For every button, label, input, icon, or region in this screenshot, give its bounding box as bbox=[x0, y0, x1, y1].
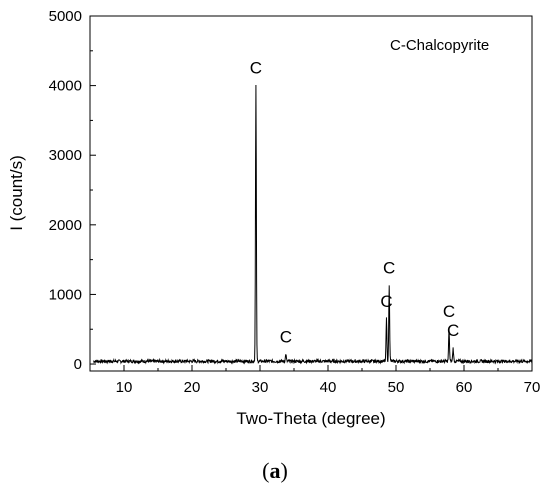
caption-close-paren: ) bbox=[280, 458, 288, 483]
y-tick-label: 4000 bbox=[49, 78, 82, 95]
plot-frame bbox=[89, 15, 533, 372]
figure-caption: (a) bbox=[0, 458, 550, 484]
peak-label: C bbox=[447, 321, 459, 340]
x-axis-title: Two-Theta (degree) bbox=[236, 409, 385, 428]
y-tick-label: 0 bbox=[74, 356, 82, 373]
y-tick-label: 2000 bbox=[49, 217, 82, 234]
y-tick-label: 3000 bbox=[49, 147, 82, 164]
x-tick-label: 60 bbox=[456, 379, 473, 396]
y-axis-title: I (count/s) bbox=[7, 155, 26, 231]
y-tick-label: 1000 bbox=[49, 286, 82, 303]
y-axis-ticks: 0 1000 2000 3000 4000 5000 bbox=[49, 8, 96, 373]
peak-label: C bbox=[443, 302, 455, 321]
peak-label: C bbox=[380, 292, 392, 311]
x-tick-label: 10 bbox=[116, 379, 133, 396]
peak-label: C bbox=[280, 327, 292, 346]
x-tick-label: 50 bbox=[388, 379, 405, 396]
x-tick-label: 30 bbox=[252, 379, 269, 396]
peak-label: C bbox=[250, 59, 262, 78]
y-tick-label: 5000 bbox=[49, 8, 82, 25]
peak-label: C bbox=[383, 258, 395, 277]
caption-letter: a bbox=[269, 458, 281, 483]
x-tick-label: 40 bbox=[320, 379, 337, 396]
x-tick-label: 20 bbox=[184, 379, 201, 396]
x-tick-label: 70 bbox=[524, 379, 541, 396]
legend-annotation: C-Chalcopyrite bbox=[390, 37, 489, 54]
x-axis-ticks: 10 20 30 40 50 60 70 bbox=[89, 365, 541, 396]
caption-open-paren: ( bbox=[262, 458, 270, 483]
diffraction-pattern-line bbox=[93, 84, 533, 365]
